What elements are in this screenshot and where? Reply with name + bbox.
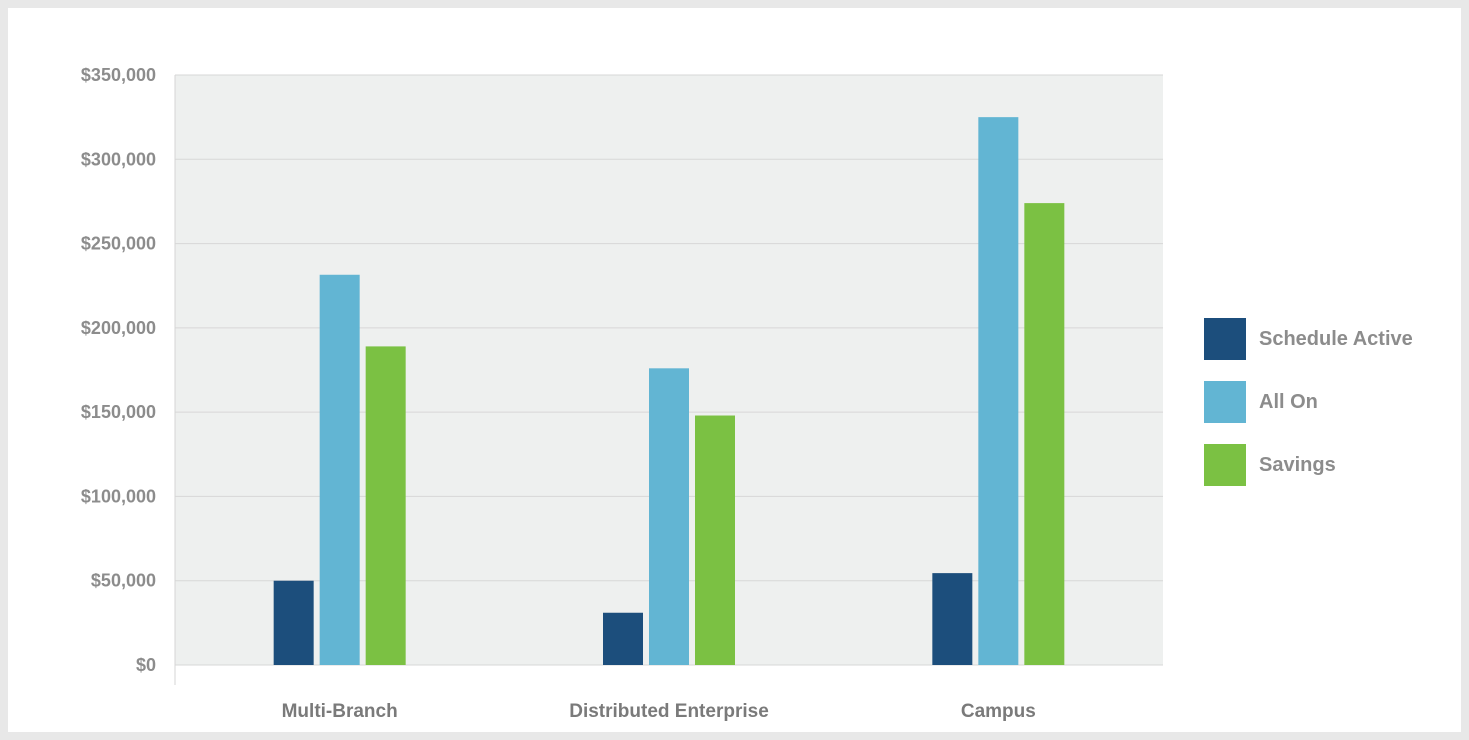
legend-label: Schedule Active — [1259, 328, 1413, 350]
bar-schedule-active — [273, 580, 314, 665]
legend: Schedule Active All On Savings — [1204, 318, 1413, 486]
bar-savings — [695, 415, 735, 665]
y-tick-label: $200,000 — [81, 318, 156, 338]
bars — [273, 117, 1065, 665]
legend-swatch — [1204, 444, 1246, 486]
x-tick-label: Campus — [961, 701, 1036, 722]
y-tick-label: $350,000 — [81, 65, 156, 85]
bar-savings — [1024, 203, 1065, 665]
x-axis: Multi-Branch Distributed Enterprise Campus — [282, 701, 1036, 722]
bar-schedule-active — [603, 612, 643, 665]
y-axis: $0 $50,000 $100,000 $150,000 $200,000 $250,00… — [81, 65, 176, 685]
y-tick-label: $0 — [136, 655, 156, 675]
y-tick-label: $150,000 — [81, 402, 156, 422]
x-tick-label: Multi-Branch — [282, 701, 398, 722]
legend-label: Savings — [1259, 454, 1336, 476]
bar-schedule-active — [932, 573, 973, 665]
bar-all-on — [978, 117, 1019, 665]
bar-savings — [365, 346, 406, 665]
x-tick-label: Distributed Enterprise — [569, 701, 769, 722]
y-tick-label: $50,000 — [91, 571, 156, 591]
bar-all-on — [649, 368, 689, 665]
legend-label: All On — [1259, 391, 1318, 413]
legend-swatch — [1204, 318, 1246, 360]
bar-all-on — [319, 274, 360, 665]
legend-swatch — [1204, 381, 1246, 423]
y-tick-label: $100,000 — [81, 486, 156, 506]
y-tick-label: $250,000 — [81, 234, 156, 254]
y-tick-label: $300,000 — [81, 149, 156, 169]
